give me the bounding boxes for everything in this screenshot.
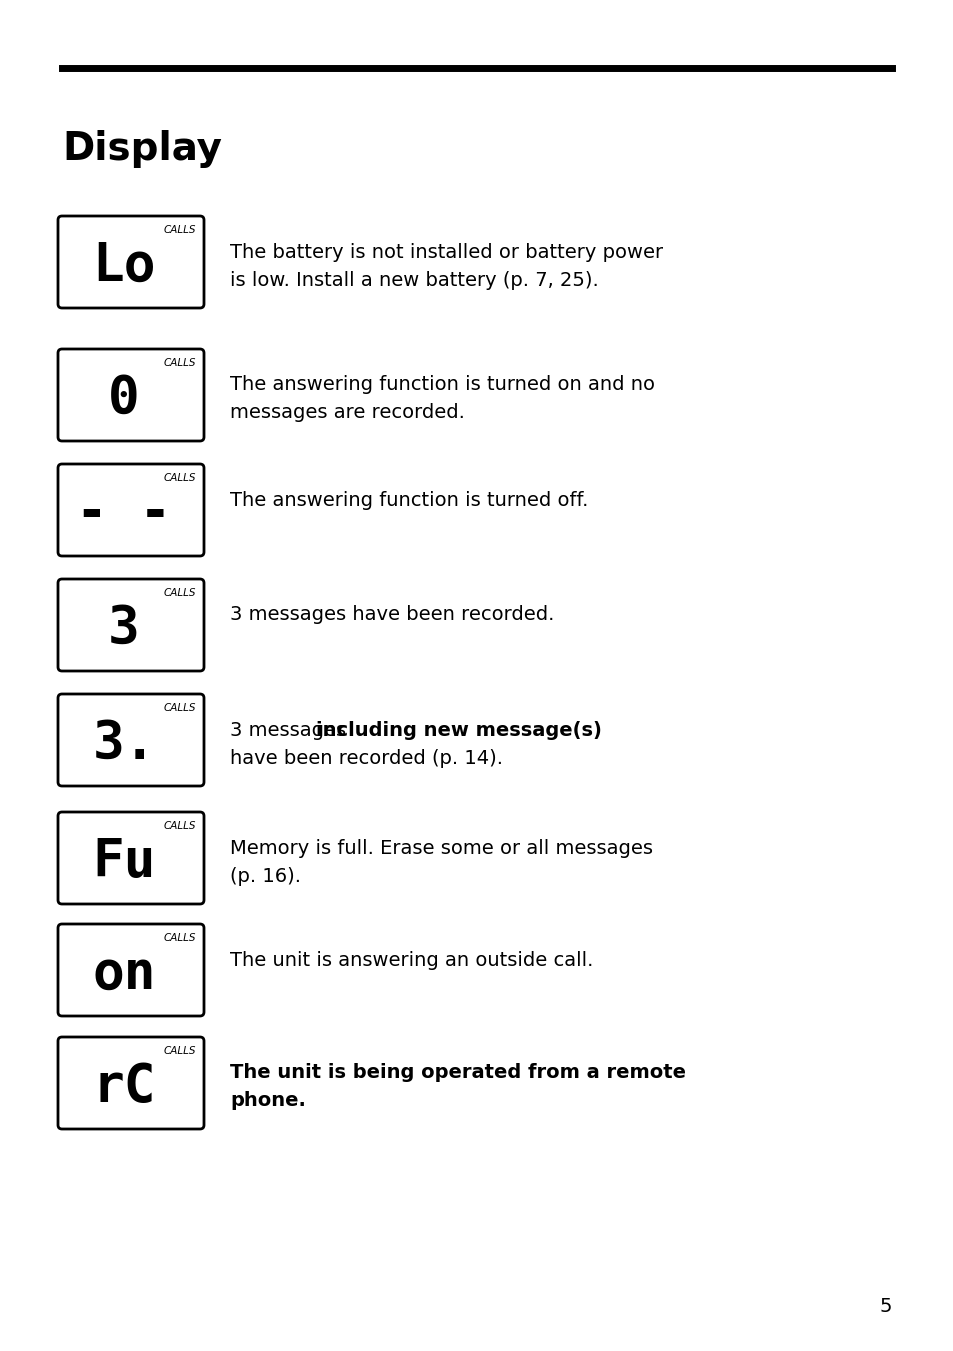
Text: The unit is answering an outside call.: The unit is answering an outside call. (230, 951, 593, 970)
FancyBboxPatch shape (58, 1038, 204, 1129)
Text: rC: rC (92, 1061, 155, 1113)
Text: - -: - - (76, 488, 172, 540)
Text: CALLS: CALLS (163, 703, 195, 713)
Text: Memory is full. Erase some or all messages: Memory is full. Erase some or all messag… (230, 839, 652, 858)
Text: The answering function is turned on and no: The answering function is turned on and … (230, 376, 655, 394)
Text: CALLS: CALLS (163, 226, 195, 235)
Text: The battery is not installed or battery power: The battery is not installed or battery … (230, 242, 662, 262)
FancyBboxPatch shape (58, 216, 204, 308)
FancyBboxPatch shape (58, 580, 204, 671)
Text: 0: 0 (108, 373, 140, 426)
FancyBboxPatch shape (58, 349, 204, 440)
FancyBboxPatch shape (58, 924, 204, 1016)
Text: (p. 16).: (p. 16). (230, 866, 301, 885)
Text: The unit is being operated from a remote: The unit is being operated from a remote (230, 1063, 685, 1082)
Text: phone.: phone. (230, 1092, 306, 1111)
Text: 3: 3 (108, 603, 140, 655)
Text: 5: 5 (879, 1297, 891, 1316)
Text: on: on (92, 948, 155, 1000)
FancyBboxPatch shape (58, 463, 204, 557)
Text: CALLS: CALLS (163, 1046, 195, 1056)
Text: CALLS: CALLS (163, 934, 195, 943)
Text: 3.: 3. (92, 717, 155, 770)
Text: CALLS: CALLS (163, 588, 195, 598)
Text: The answering function is turned off.: The answering function is turned off. (230, 490, 588, 509)
Text: CALLS: CALLS (163, 821, 195, 831)
Text: 3 messages have been recorded.: 3 messages have been recorded. (230, 605, 554, 624)
Text: have been recorded (p. 14).: have been recorded (p. 14). (230, 748, 502, 767)
Text: Fu: Fu (92, 836, 155, 888)
Text: including new message(s): including new message(s) (315, 720, 601, 739)
Text: CALLS: CALLS (163, 473, 195, 484)
Text: Lo: Lo (92, 240, 155, 292)
FancyBboxPatch shape (58, 812, 204, 904)
FancyBboxPatch shape (58, 694, 204, 786)
Text: Display: Display (62, 130, 222, 168)
Text: is low. Install a new battery (p. 7, 25).: is low. Install a new battery (p. 7, 25)… (230, 270, 598, 289)
Text: CALLS: CALLS (163, 358, 195, 367)
Text: messages are recorded.: messages are recorded. (230, 404, 464, 423)
Text: 3 messages: 3 messages (230, 720, 352, 739)
